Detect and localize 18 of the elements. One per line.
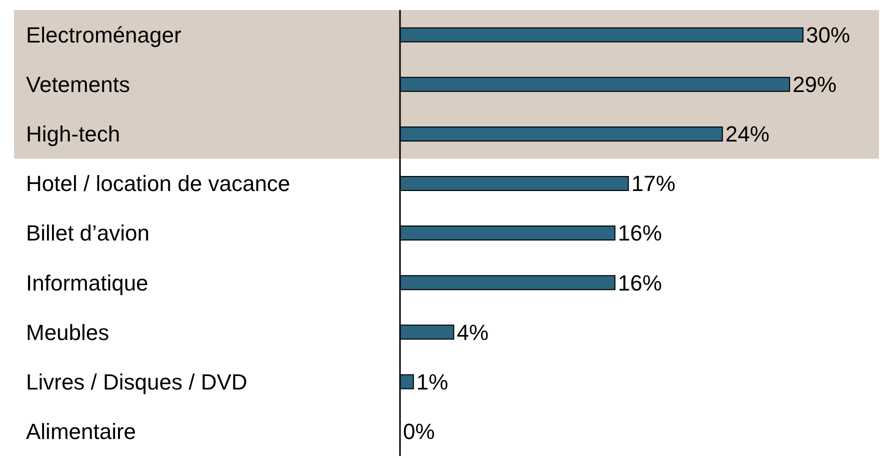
y-tick-label: Billet d’avion (26, 220, 150, 246)
data-label: 0% (403, 418, 435, 444)
y-tick-label: Electroménager (26, 22, 182, 48)
data-label: 16% (618, 220, 662, 246)
data-label: 30% (806, 22, 850, 48)
data-label: 1% (416, 369, 448, 394)
y-tick-label: Livres / Disques / DVD (26, 369, 248, 394)
data-label: 16% (618, 270, 662, 296)
data-label: 17% (631, 171, 676, 196)
data-label: 4% (456, 320, 489, 345)
y-tick-label: Vetements (26, 72, 130, 98)
y-tick-label: High-tech (26, 122, 120, 147)
y-tick-label: Alimentaire (26, 418, 136, 444)
y-tick-label: Informatique (26, 270, 148, 296)
data-label: 29% (792, 72, 837, 98)
data-label: 24% (725, 122, 770, 147)
y-tick-label: Hotel / location de vacance (26, 171, 290, 196)
y-tick-label: Meubles (26, 320, 110, 345)
